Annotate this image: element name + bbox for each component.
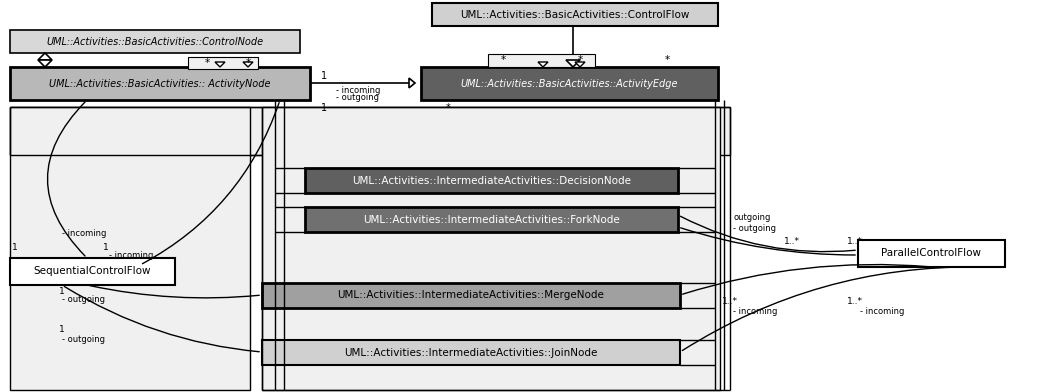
Text: - incoming: - incoming	[860, 307, 905, 316]
Bar	[305, 168, 678, 193]
Polygon shape	[409, 78, 415, 88]
Bar	[432, 3, 718, 26]
Text: *: *	[204, 58, 209, 68]
Text: *: *	[446, 103, 450, 113]
Text: - outgoing: - outgoing	[733, 223, 776, 232]
Text: 1..*: 1..*	[722, 296, 738, 305]
Text: 1: 1	[321, 71, 327, 81]
FancyArrowPatch shape	[143, 103, 279, 264]
Bar	[10, 107, 730, 155]
Bar	[10, 67, 310, 100]
Text: - incoming: - incoming	[109, 250, 153, 260]
FancyArrowPatch shape	[681, 228, 855, 255]
Bar	[188, 57, 258, 69]
Text: - outgoing: - outgoing	[336, 93, 379, 102]
FancyArrowPatch shape	[683, 265, 929, 294]
FancyArrowPatch shape	[48, 102, 85, 256]
Bar	[488, 54, 595, 67]
Polygon shape	[215, 62, 225, 67]
Text: UML::Activities::IntermediateActivities::DecisionNode: UML::Activities::IntermediateActivities:…	[352, 176, 631, 185]
FancyArrowPatch shape	[683, 267, 978, 350]
Text: 1..*: 1..*	[847, 296, 863, 305]
FancyArrowPatch shape	[64, 287, 259, 352]
Text: UML::Activities::BasicActivities::ControlNode: UML::Activities::BasicActivities::Contro…	[47, 36, 263, 47]
Bar	[10, 258, 175, 285]
Text: UML::Activities::IntermediateActivities::MergeNode: UML::Activities::IntermediateActivities:…	[337, 290, 605, 301]
Bar	[262, 283, 680, 308]
Polygon shape	[243, 62, 253, 67]
Text: - outgoing: - outgoing	[62, 336, 105, 345]
Polygon shape	[538, 62, 548, 67]
FancyArrowPatch shape	[90, 286, 259, 298]
Text: *: *	[577, 55, 582, 65]
Text: *: *	[500, 55, 505, 65]
Text: *: *	[245, 58, 251, 68]
Text: - incoming: - incoming	[733, 307, 777, 316]
Text: - incoming: - incoming	[336, 85, 381, 94]
Text: UML::Activities::BasicActivities::ActivityEdge: UML::Activities::BasicActivities::Activi…	[461, 78, 679, 89]
Bar	[421, 67, 718, 100]
Bar	[262, 340, 680, 365]
FancyArrowPatch shape	[681, 216, 855, 252]
Text: 1: 1	[59, 325, 64, 334]
Text: 1..*: 1..*	[847, 236, 863, 245]
Bar	[305, 207, 678, 232]
Text: 1: 1	[59, 287, 64, 296]
Polygon shape	[565, 60, 580, 67]
Text: 1..*: 1..*	[784, 236, 800, 245]
Text: *: *	[665, 55, 669, 65]
Text: SequentialControlFlow: SequentialControlFlow	[34, 267, 151, 276]
Text: outgoing: outgoing	[733, 212, 771, 221]
Polygon shape	[38, 60, 52, 67]
Text: UML::Activities::BasicActivities::ControlFlow: UML::Activities::BasicActivities::Contro…	[460, 9, 689, 20]
Polygon shape	[38, 53, 52, 60]
Bar	[262, 107, 720, 390]
Text: UML::Activities::IntermediateActivities::ForkNode: UML::Activities::IntermediateActivities:…	[364, 214, 619, 225]
Polygon shape	[575, 62, 585, 67]
Text: ParallelControlFlow: ParallelControlFlow	[882, 249, 982, 258]
Text: UML::Activities::BasicActivities:: ActivityNode: UML::Activities::BasicActivities:: Activ…	[50, 78, 271, 89]
Text: 1: 1	[321, 103, 327, 113]
Text: UML::Activities::IntermediateActivities::JoinNode: UML::Activities::IntermediateActivities:…	[345, 347, 597, 358]
Text: - incoming: - incoming	[62, 229, 107, 238]
Text: 1: 1	[12, 243, 18, 252]
Bar	[858, 240, 1005, 267]
Text: - outgoing: - outgoing	[62, 296, 105, 305]
Bar	[10, 107, 251, 390]
Text: 1: 1	[104, 243, 109, 252]
Bar	[10, 30, 300, 53]
